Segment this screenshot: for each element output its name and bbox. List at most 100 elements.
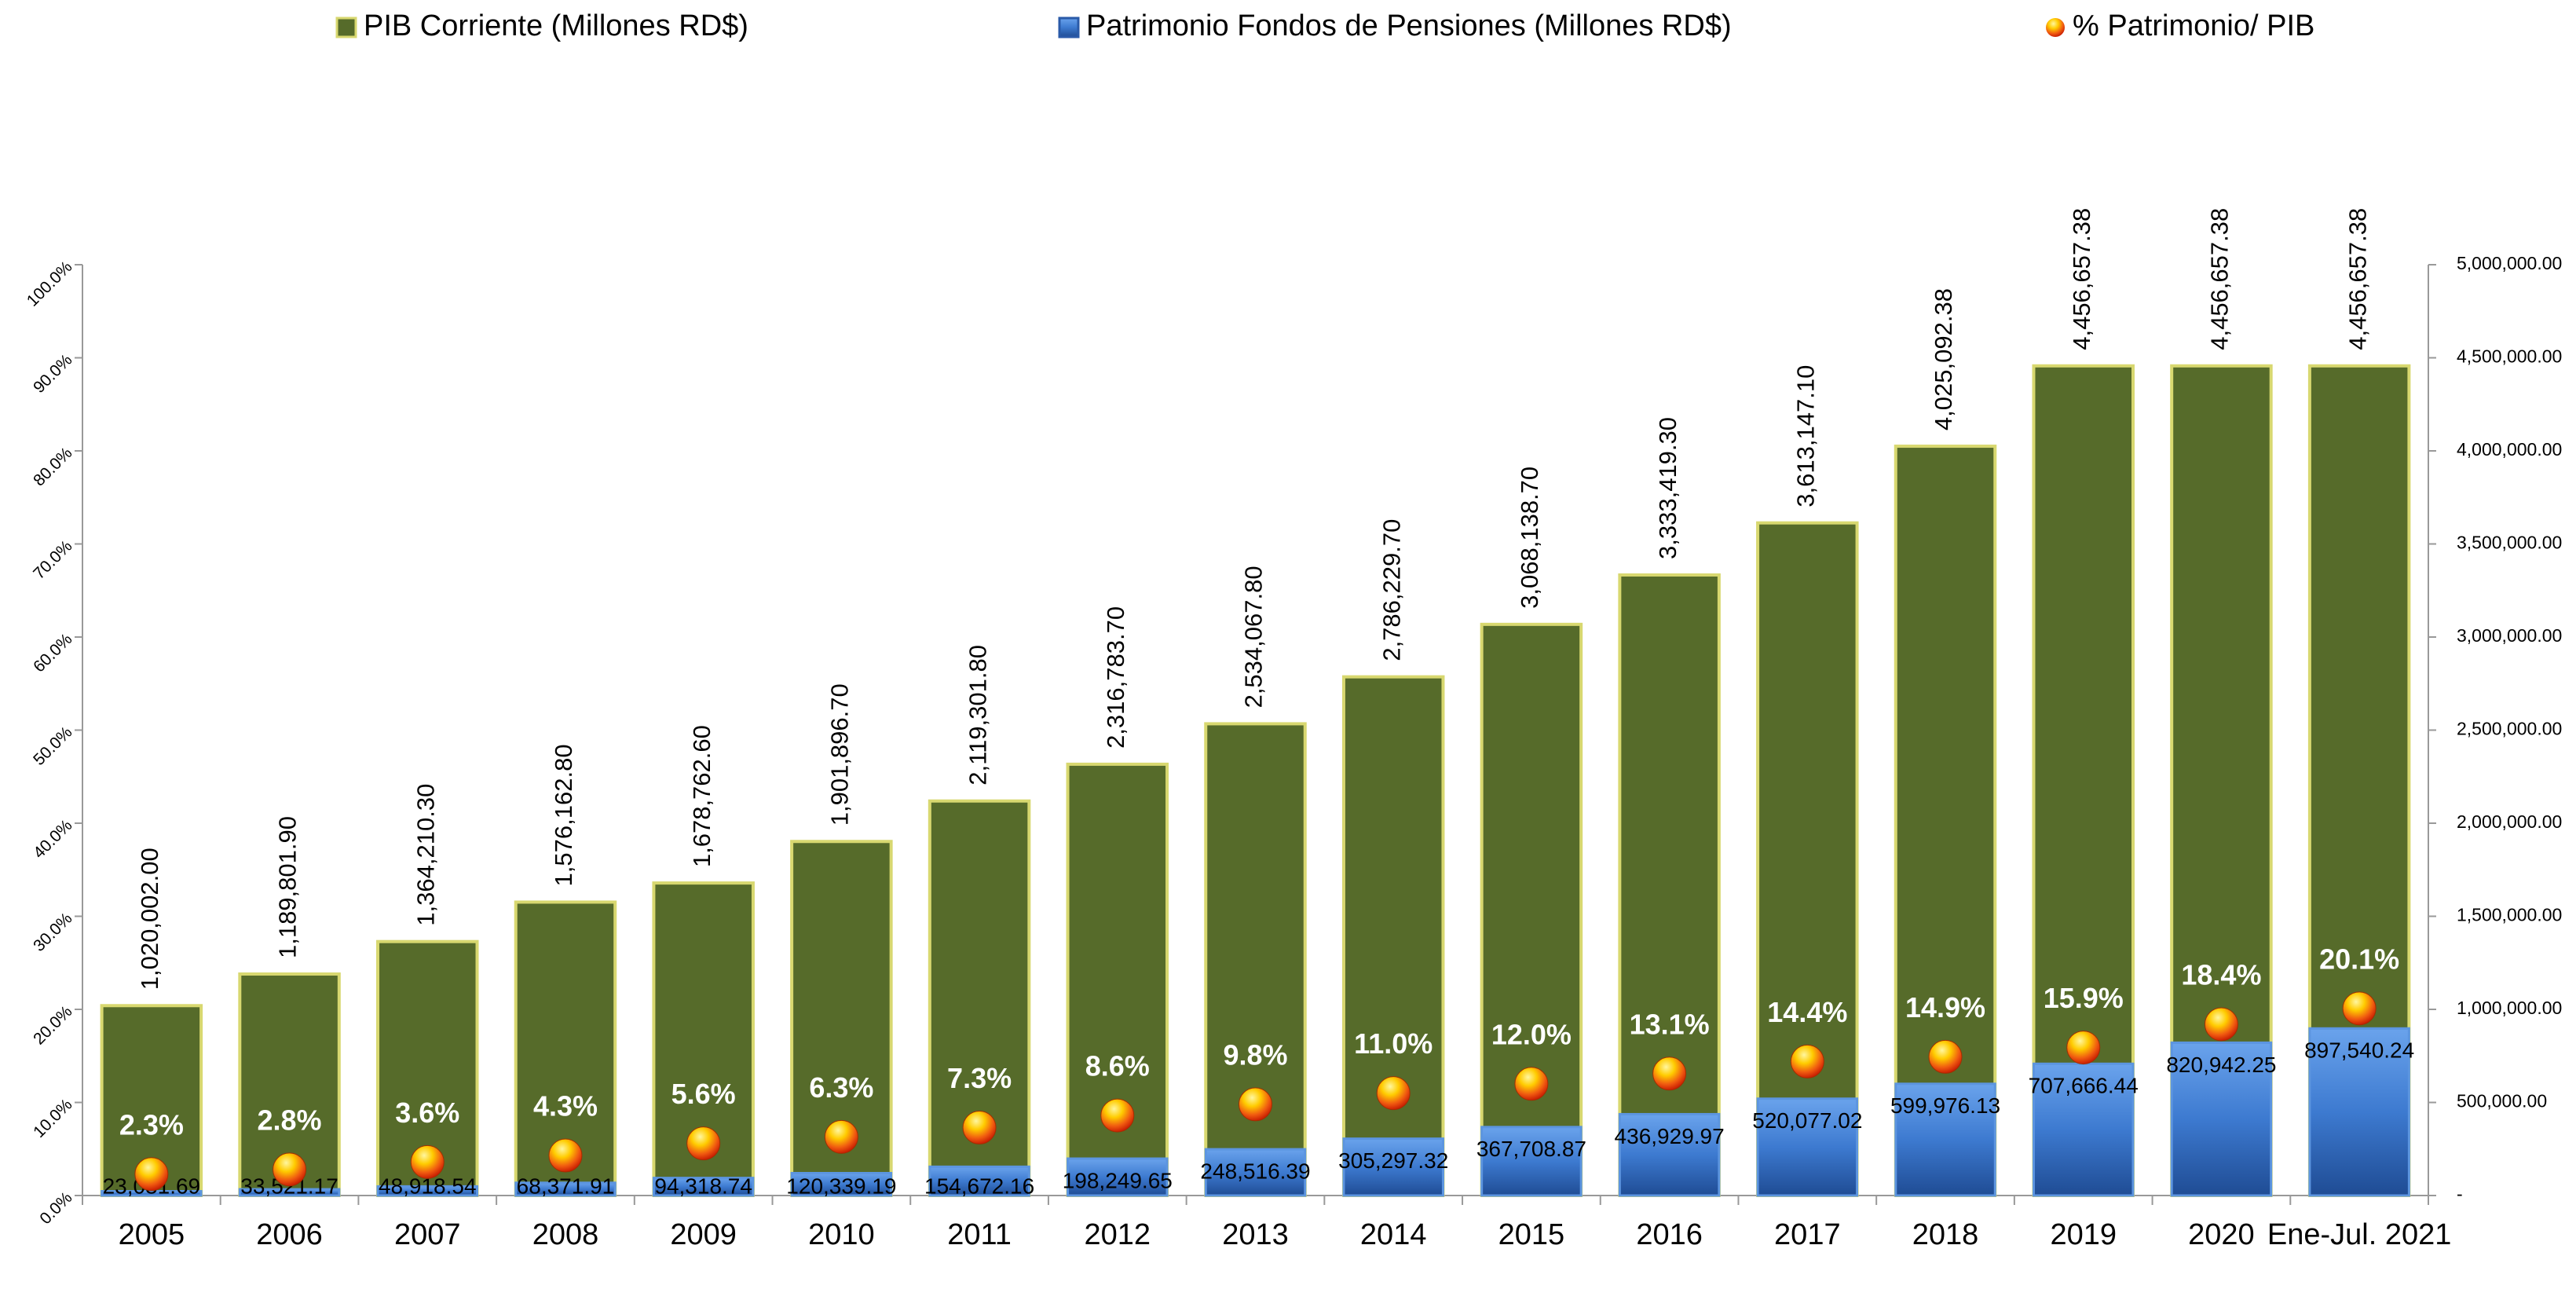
percent-dot	[1100, 1098, 1135, 1133]
pib-bar	[1618, 573, 1721, 1197]
percent-dot	[1376, 1076, 1411, 1111]
pib-label: 2,786,229.70	[1378, 519, 1405, 661]
percent-label: 15.9%	[2044, 982, 2124, 1014]
pib-label: 1,020,002.00	[136, 848, 163, 990]
patrimonio-bar	[1894, 1082, 1996, 1197]
legend-marker	[1058, 16, 1080, 38]
pib-label: 3,068,138.70	[1516, 467, 1543, 609]
x-tick-label: 2012	[1085, 1218, 1151, 1251]
patrimonio-label: 120,339.19	[786, 1174, 896, 1198]
patrimonio-bar	[2032, 1062, 2135, 1197]
pib-label: 4,456,657.38	[2206, 208, 2234, 350]
patrimonio-bar	[928, 1165, 1030, 1197]
percent-dot	[1928, 1039, 1963, 1074]
x-tick-label: 2007	[394, 1218, 461, 1251]
x-tick-label: 2020	[2188, 1218, 2255, 1251]
y-tick-label: 40.0%	[30, 816, 75, 862]
y2-tick-label: 5,000,000.00	[2457, 253, 2562, 273]
percent-dot	[1652, 1056, 1687, 1091]
percent-label: 14.9%	[1905, 991, 1985, 1024]
patrimonio-label: 305,297.32	[1338, 1148, 1448, 1173]
pib-label: 1,576,162.80	[550, 744, 577, 886]
percent-dot	[1514, 1067, 1549, 1101]
pib-bar	[1341, 675, 1445, 1197]
percent-label: 13.1%	[1630, 1008, 1710, 1040]
y-tick-label: 50.0%	[30, 723, 75, 769]
percent-label: 8.6%	[1085, 1050, 1150, 1082]
percent-dot	[2342, 991, 2377, 1026]
patrimonio-bar	[101, 1190, 203, 1197]
pib-label: 2,119,301.80	[964, 645, 991, 785]
y-tick-label: 100.0%	[24, 258, 76, 310]
percent-label: 2.3%	[119, 1108, 184, 1141]
pib-label: 2,316,783.70	[1102, 606, 1129, 749]
patrimonio-bar	[2308, 1027, 2410, 1197]
percent-dot	[1239, 1087, 1272, 1122]
y2-tick-label: 500,000.00	[2457, 1091, 2547, 1111]
pib-label: 3,333,419.30	[1654, 417, 1681, 559]
legend-label: Patrimonio Fondos de Pensiones (Millones…	[1086, 9, 1732, 42]
y2-tick-label: 4,500,000.00	[2457, 346, 2562, 367]
pib-label: 1,189,801.90	[274, 816, 302, 958]
percent-label: 18.4%	[2181, 958, 2261, 991]
y-tick-label: 10.0%	[30, 1096, 75, 1141]
x-tick-label: 2008	[532, 1218, 599, 1251]
x-tick-label: 2010	[808, 1218, 875, 1251]
patrimonio-label: 436,929.97	[1615, 1124, 1725, 1148]
y2-tick-label: 3,500,000.00	[2457, 533, 2562, 553]
patrimonio-bar	[652, 1177, 755, 1197]
percent-label: 6.3%	[809, 1071, 873, 1104]
patrimonio-label: 599,976.13	[1890, 1093, 2000, 1118]
patrimonio-label: 68,371.91	[517, 1174, 615, 1198]
y-tick-label: 80.0%	[30, 444, 75, 489]
x-tick-label: 2013	[1222, 1218, 1289, 1251]
percent-dot	[134, 1157, 169, 1192]
legend-label: % Patrimonio/ PIB	[2073, 9, 2314, 42]
pib-label: 4,456,657.38	[2344, 208, 2371, 350]
percent-label: 4.3%	[533, 1090, 598, 1122]
patrimonio-label: 198,249.65	[1063, 1168, 1173, 1192]
x-tick-label: 2005	[119, 1218, 185, 1251]
patrimonio-label: 248,516.39	[1200, 1159, 1310, 1183]
pib-bar	[1756, 521, 1859, 1197]
percent-dot	[2066, 1031, 2101, 1065]
y2-tick-label: 3,000,000.00	[2457, 625, 2562, 646]
percent-dot	[2204, 1007, 2238, 1042]
percent-dot	[410, 1144, 445, 1179]
pib-label: 2,534,067.80	[1240, 566, 1268, 708]
pib-bar	[1480, 622, 1583, 1197]
percent-label: 7.3%	[947, 1062, 1012, 1094]
percent-label: 14.4%	[1767, 996, 1847, 1028]
pib-label: 4,456,657.38	[2068, 208, 2095, 350]
pib-label: 4,025,092.38	[1930, 288, 1957, 430]
patrimonio-bar	[238, 1188, 341, 1197]
x-tick-label: 2015	[1498, 1218, 1565, 1251]
patrimonio-bar	[1480, 1126, 1583, 1197]
y-tick-label: 60.0%	[30, 630, 75, 676]
y2-tick-label: 4,000,000.00	[2457, 439, 2562, 460]
patrimonio-bar	[1342, 1137, 1444, 1197]
y2-tick-label: 1,500,000.00	[2457, 905, 2562, 925]
patrimonio-bar	[790, 1171, 893, 1197]
patrimonio-label: 367,708.87	[1476, 1137, 1586, 1161]
x-tick-label: 2016	[1636, 1218, 1703, 1251]
y-tick-label: 30.0%	[30, 910, 75, 955]
percent-label: 2.8%	[258, 1104, 322, 1136]
legend-label: PIB Corriente (Millones RD$)	[364, 9, 748, 42]
y-tick-label: 90.0%	[30, 351, 75, 397]
y2-tick-label: -	[2457, 1184, 2463, 1204]
x-tick-label: 2014	[1360, 1218, 1427, 1251]
pib-label: 1,364,210.30	[412, 784, 439, 926]
patrimonio-label: 154,672.16	[924, 1174, 1034, 1198]
x-tick-label: Ene-Jul. 2021	[2267, 1218, 2452, 1251]
patrimonio-bar	[514, 1181, 617, 1197]
patrimonio-label: 94,318.74	[654, 1174, 752, 1198]
x-tick-label: 2018	[1912, 1218, 1979, 1251]
patrimonio-bar	[376, 1185, 479, 1197]
legend-marker	[2046, 18, 2065, 37]
percent-dot	[686, 1126, 721, 1161]
pib-bar	[1204, 722, 1307, 1197]
patrimonio-label: 897,540.24	[2304, 1038, 2414, 1063]
percent-dot	[1790, 1044, 1824, 1078]
